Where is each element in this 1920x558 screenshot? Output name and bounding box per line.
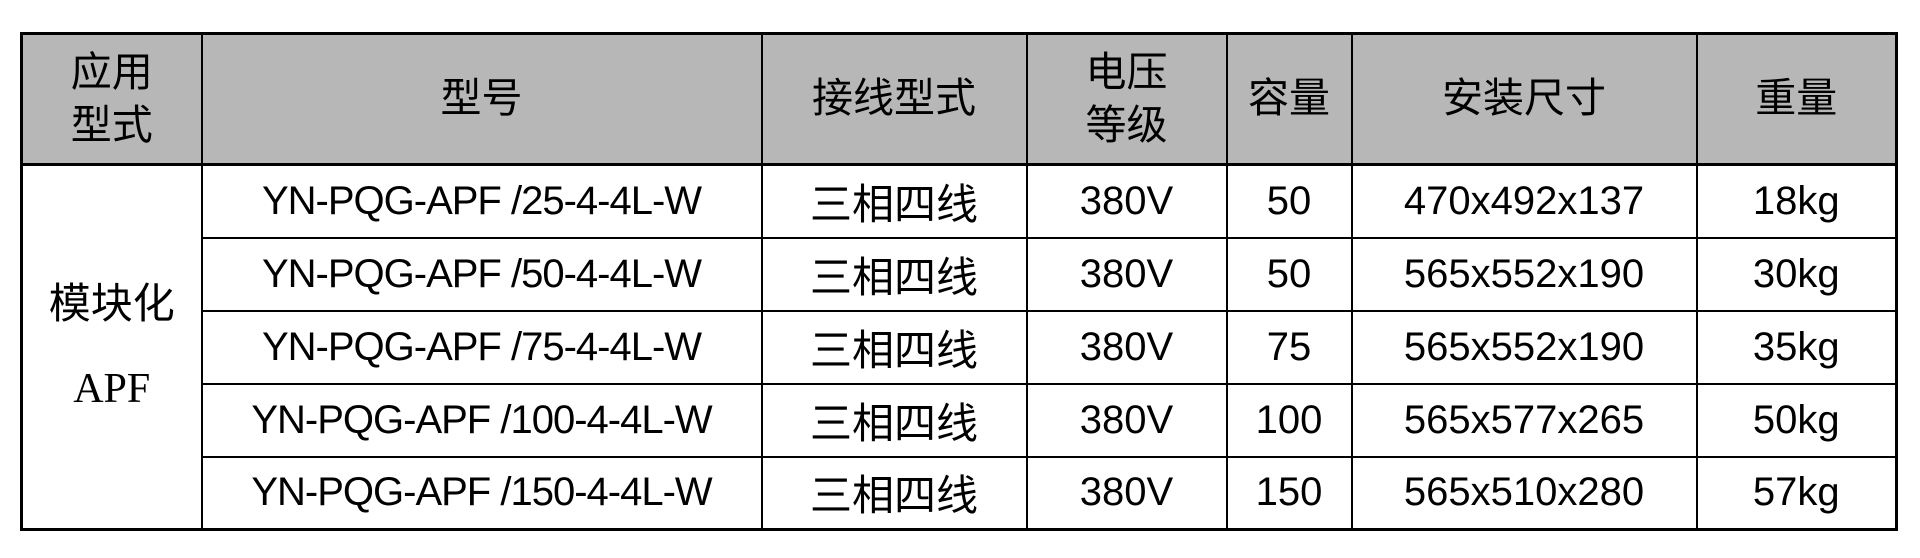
cell-weight: 50kg	[1695, 382, 1898, 458]
header-cell-voltage-level: 电压 等级	[1025, 32, 1228, 166]
cell-voltage: 380V	[1025, 309, 1228, 385]
cell-weight: 35kg	[1695, 309, 1898, 385]
cell-wiring: 三相四线	[760, 163, 1028, 239]
header-wiring-label: 接线型式	[812, 75, 976, 122]
cell-weight: 30kg	[1695, 236, 1898, 312]
cell-weight: 18kg	[1695, 163, 1898, 239]
cell-dimensions: 565x510x280	[1350, 455, 1698, 531]
cell-voltage: 380V	[1025, 163, 1228, 239]
header-model-label: 型号	[440, 75, 523, 122]
header-cell-weight: 重量	[1695, 32, 1898, 166]
cell-voltage: 380V	[1025, 382, 1228, 458]
cell-dimensions: 565x552x190	[1350, 309, 1698, 385]
product-spec-table: 应用 型式 型号 接线型式 电压 等级 容量 安装尺寸 重量	[20, 32, 1898, 531]
cell-dimensions: 565x552x190	[1350, 236, 1698, 312]
cell-capacity: 150	[1225, 455, 1353, 531]
header-row: 应用 型式 型号 接线型式 电压 等级 容量 安装尺寸 重量	[20, 32, 1898, 166]
application-group-line2: APF	[73, 366, 151, 412]
header-cell-wiring-type: 接线型式	[760, 32, 1028, 166]
header-voltage-line1: 电压	[1085, 48, 1168, 95]
cell-wiring: 三相四线	[760, 455, 1028, 531]
header-cell-application-type: 应用 型式	[20, 32, 203, 166]
table-row: YN-PQG-APF /75-4-4L-W 三相四线 380V 75 565x5…	[22, 309, 1898, 385]
cell-model: YN-PQG-APF /50-4-4L-W	[200, 236, 763, 312]
cell-dimensions: 470x492x137	[1350, 163, 1698, 239]
cell-weight: 57kg	[1695, 455, 1898, 531]
table-row: 模块化 APF YN-PQG-APF /25-4-4L-W 三相四线 380V …	[20, 163, 1898, 531]
cell-model: YN-PQG-APF /75-4-4L-W	[200, 309, 763, 385]
application-group-line1: 模块化	[48, 282, 175, 328]
header-cell-dimensions: 安装尺寸	[1350, 32, 1698, 166]
cell-wiring: 三相四线	[760, 236, 1028, 312]
header-cell-model: 型号	[200, 32, 763, 166]
cell-application-group: 模块化 APF	[20, 163, 203, 531]
table-row: YN-PQG-APF /150-4-4L-W 三相四线 380V 150 565…	[22, 455, 1898, 531]
header-capacity-label: 容量	[1248, 75, 1330, 122]
cell-capacity: 50	[1225, 236, 1353, 312]
cell-wiring: 三相四线	[760, 309, 1028, 385]
header-application-line2: 型式	[70, 102, 153, 148]
cell-model: YN-PQG-APF /25-4-4L-W	[200, 163, 763, 239]
cell-capacity: 50	[1225, 163, 1353, 239]
header-weight-label: 重量	[1755, 75, 1838, 122]
cell-model: YN-PQG-APF /150-4-4L-W	[200, 455, 763, 531]
table-row: YN-PQG-APF /50-4-4L-W 三相四线 380V 50 565x5…	[22, 236, 1898, 312]
header-application-line1: 应用	[70, 48, 153, 95]
header-cell-capacity: 容量	[1225, 32, 1353, 166]
cell-dimensions: 565x577x265	[1350, 382, 1698, 458]
cell-capacity: 100	[1225, 382, 1353, 458]
cell-wiring: 三相四线	[760, 382, 1028, 458]
cell-capacity: 75	[1225, 309, 1353, 385]
table-row: YN-PQG-APF /100-4-4L-W 三相四线 380V 100 565…	[22, 382, 1898, 458]
header-dimensions-label: 安装尺寸	[1442, 75, 1606, 122]
cell-voltage: 380V	[1025, 455, 1228, 531]
header-voltage-line2: 等级	[1085, 102, 1168, 148]
cell-model: YN-PQG-APF /100-4-4L-W	[200, 382, 763, 458]
cell-voltage: 380V	[1025, 236, 1228, 312]
